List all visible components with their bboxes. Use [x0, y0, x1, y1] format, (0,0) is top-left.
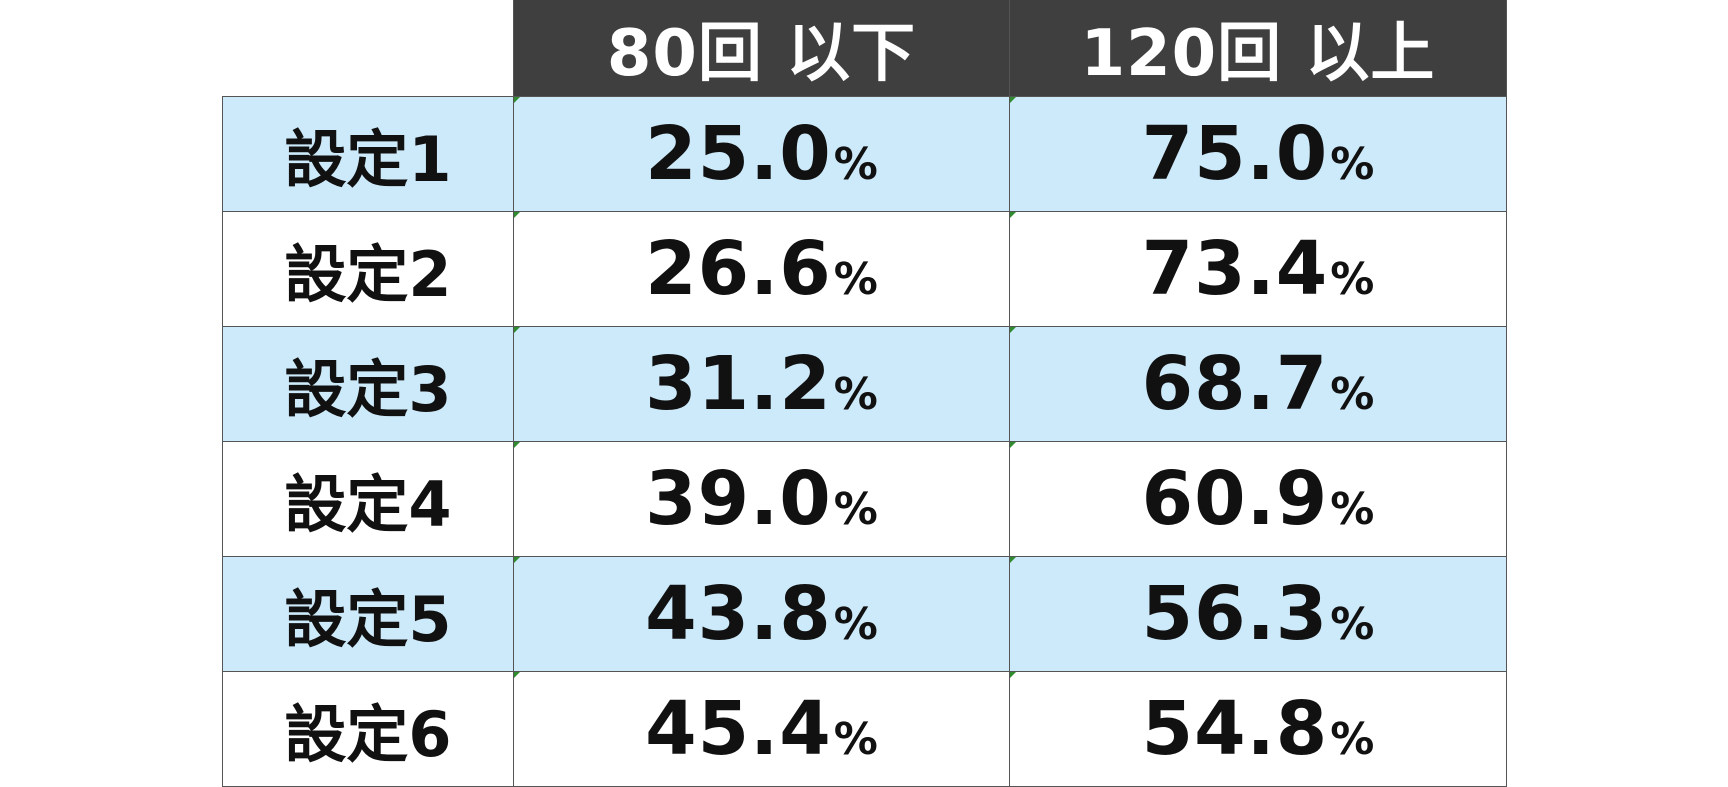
percent-unit: % [833, 484, 878, 535]
value-cell: 45.4% [513, 671, 1010, 787]
percent-unit: % [833, 599, 878, 650]
table-row: 設定4 39.0% 60.9% [222, 441, 1507, 557]
value-120-or-more: 54.8 [1141, 686, 1329, 772]
table-row: 設定2 26.6% 73.4% [222, 211, 1507, 327]
cell-marker-icon [1010, 97, 1016, 103]
value-120-or-more: 73.4 [1141, 226, 1329, 312]
percent-unit: % [1330, 254, 1375, 305]
value-cell: 73.4% [1009, 211, 1507, 327]
percent-unit: % [1330, 369, 1375, 420]
setting-label: 設定6 [222, 671, 514, 787]
value-120-or-more: 75.0 [1141, 111, 1329, 197]
table-row: 設定1 25.0% 75.0% [222, 96, 1507, 212]
value-80-or-less: 25.0 [645, 111, 832, 197]
setting-label: 設定1 [222, 96, 514, 212]
value-cell: 54.8% [1009, 671, 1507, 787]
setting-label: 設定5 [222, 556, 514, 672]
value-cell: 39.0% [513, 441, 1010, 557]
cell-marker-icon [514, 557, 520, 563]
table-row: 設定3 31.2% 68.7% [222, 326, 1507, 442]
header-row: 80回 以下 120回 以上 [222, 0, 1507, 97]
header-col-80-or-less: 80回 以下 [513, 0, 1010, 97]
percent-unit: % [833, 139, 878, 190]
value-cell: 75.0% [1009, 96, 1507, 212]
setting-label: 設定3 [222, 326, 514, 442]
value-cell: 31.2% [513, 326, 1010, 442]
value-120-or-more: 68.7 [1141, 341, 1329, 427]
percent-unit: % [1330, 714, 1375, 765]
cell-marker-icon [1010, 212, 1016, 218]
value-80-or-less: 26.6 [645, 226, 832, 312]
percent-unit: % [833, 254, 878, 305]
value-cell: 26.6% [513, 211, 1010, 327]
cell-marker-icon [1010, 442, 1016, 448]
cell-marker-icon [514, 672, 520, 678]
cell-marker-icon [1010, 557, 1016, 563]
value-cell: 25.0% [513, 96, 1010, 212]
cell-marker-icon [1010, 327, 1016, 333]
header-col-120-or-more: 120回 以上 [1009, 0, 1507, 97]
value-80-or-less: 31.2 [645, 341, 832, 427]
table-row: 設定6 45.4% 54.8% [222, 671, 1507, 787]
value-120-or-more: 60.9 [1141, 456, 1329, 542]
cell-marker-icon [514, 442, 520, 448]
value-cell: 43.8% [513, 556, 1010, 672]
percent-unit: % [1330, 599, 1375, 650]
value-80-or-less: 45.4 [645, 686, 832, 772]
cell-marker-icon [1010, 672, 1016, 678]
value-80-or-less: 43.8 [645, 571, 832, 657]
probability-table: 80回 以下 120回 以上 設定1 25.0% 75.0% 設定2 26.6%… [222, 0, 1507, 787]
percent-unit: % [833, 369, 878, 420]
header-blank-cell [222, 0, 514, 97]
setting-label: 設定4 [222, 441, 514, 557]
setting-label: 設定2 [222, 211, 514, 327]
cell-marker-icon [514, 327, 520, 333]
percent-unit: % [1330, 484, 1375, 535]
value-120-or-more: 56.3 [1141, 571, 1329, 657]
cell-marker-icon [514, 97, 520, 103]
value-cell: 56.3% [1009, 556, 1507, 672]
cell-marker-icon [514, 212, 520, 218]
table-row: 設定5 43.8% 56.3% [222, 556, 1507, 672]
value-80-or-less: 39.0 [645, 456, 832, 542]
value-cell: 60.9% [1009, 441, 1507, 557]
value-cell: 68.7% [1009, 326, 1507, 442]
percent-unit: % [833, 714, 878, 765]
percent-unit: % [1330, 139, 1375, 190]
